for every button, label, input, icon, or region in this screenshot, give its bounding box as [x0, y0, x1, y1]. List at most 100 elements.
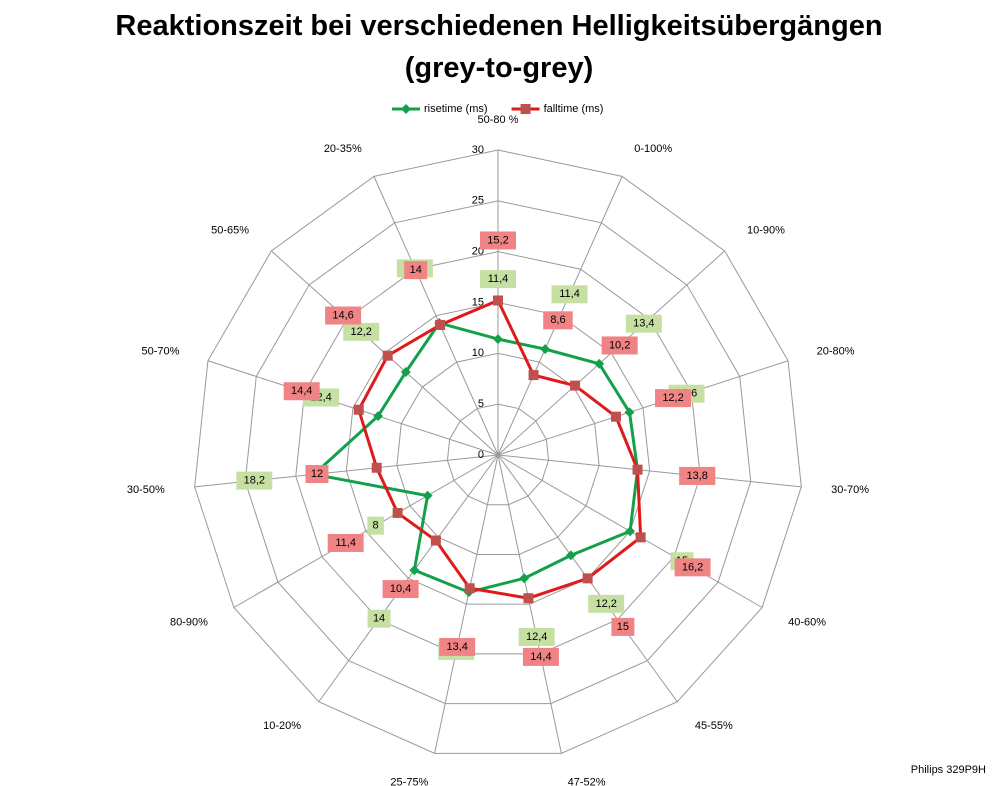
category-label: 47-52%	[568, 777, 606, 786]
data-label: 16,2	[682, 561, 703, 573]
category-label: 80-90%	[170, 616, 208, 628]
data-label: 13,4	[633, 318, 654, 330]
spoke	[497, 454, 562, 754]
data-label-box	[305, 465, 329, 484]
marker	[373, 411, 384, 421]
data-label-box	[480, 231, 516, 250]
data-label-box	[382, 580, 419, 599]
spoke	[318, 454, 499, 703]
legend-label: risetime (ms)	[424, 103, 488, 115]
source-note: Philips 329P9H	[911, 764, 986, 776]
marker	[540, 344, 551, 355]
marker	[435, 319, 446, 330]
data-label-box	[236, 471, 273, 490]
axis-tick-label: 25	[472, 195, 484, 207]
marker	[392, 507, 403, 518]
marker	[422, 490, 433, 501]
data-label: 13,4	[446, 641, 467, 653]
data-label: 14,4	[291, 385, 312, 397]
grid-ring	[396, 352, 600, 555]
legend-marker	[520, 104, 531, 114]
chart-title: Reaktionszeit bei verschiedenen Helligke…	[115, 10, 883, 42]
data-label: 12	[311, 468, 323, 480]
data-label-box	[674, 558, 711, 577]
data-label: 11,4	[488, 273, 509, 285]
marker	[625, 526, 636, 537]
chart-subtitle: (grey-to-grey)	[404, 52, 594, 84]
data-label-box	[367, 609, 391, 628]
data-label: 18,2	[244, 475, 265, 487]
axis-tick-label: 10	[472, 347, 484, 359]
series-line	[310, 321, 640, 594]
category-label: 30-70%	[831, 484, 869, 496]
marker	[430, 535, 441, 546]
series-line	[357, 298, 643, 600]
data-label-box	[543, 311, 573, 330]
data-label-box	[327, 533, 364, 552]
data-label: 12,2	[595, 598, 616, 610]
marker	[570, 380, 581, 391]
axis-tick-label: 15	[472, 296, 484, 308]
spoke	[434, 454, 499, 754]
data-label-box	[480, 270, 516, 289]
data-label-box	[588, 594, 625, 613]
data-label-box	[611, 617, 635, 636]
category-label: 20-80%	[817, 345, 855, 357]
spoke	[233, 454, 499, 608]
marker	[353, 404, 364, 415]
marker	[493, 334, 503, 345]
grid-ring	[295, 251, 701, 655]
marker	[632, 464, 643, 475]
data-label: 11,4	[335, 537, 356, 549]
marker	[409, 565, 420, 576]
data-label-box	[551, 285, 588, 304]
marker	[400, 367, 411, 377]
marker	[582, 573, 593, 584]
grid-ring	[345, 301, 651, 605]
data-label-box	[601, 336, 638, 355]
marker	[624, 407, 635, 418]
marker	[523, 593, 534, 604]
marker	[528, 370, 539, 381]
marker	[464, 583, 475, 594]
data-label-box	[679, 466, 716, 485]
grid-ring	[244, 200, 752, 705]
data-label: 13,8	[686, 470, 707, 482]
spoke	[207, 360, 499, 456]
category-label: 0-100%	[634, 143, 672, 155]
data-label-box	[404, 261, 428, 280]
axis-tick-label: 5	[478, 398, 484, 410]
data-label: 14,6	[332, 309, 353, 321]
marker	[519, 573, 530, 584]
spoke	[497, 454, 802, 488]
axis-tick-label: 0	[478, 449, 484, 461]
data-label-box	[518, 628, 555, 647]
data-label: 15	[617, 621, 629, 633]
data-label: 8	[373, 520, 379, 532]
marker	[610, 411, 621, 422]
category-label: 20-35%	[324, 143, 362, 155]
data-label: 11,4	[559, 288, 580, 300]
data-label: 8,6	[550, 314, 565, 326]
spoke	[497, 360, 789, 456]
data-label: 12,4	[526, 631, 547, 643]
data-label-box	[522, 647, 559, 666]
category-label: 10-20%	[263, 720, 301, 732]
marker	[382, 350, 393, 361]
category-label: 40-60%	[788, 616, 826, 628]
data-label: 10,2	[609, 339, 630, 351]
data-label: 10,4	[390, 583, 411, 595]
data-label-box	[625, 314, 662, 333]
marker	[635, 532, 646, 543]
legend-label: falltime (ms)	[544, 103, 604, 115]
category-label: 10-90%	[747, 225, 785, 237]
category-label: 25-75%	[390, 777, 428, 786]
axis-tick-label: 30	[472, 144, 484, 156]
data-label-box	[439, 637, 476, 656]
marker	[594, 358, 605, 369]
grid-ring	[446, 403, 550, 506]
category-label: 50-65%	[211, 225, 249, 237]
spoke	[373, 176, 499, 456]
data-label-box	[325, 306, 362, 325]
